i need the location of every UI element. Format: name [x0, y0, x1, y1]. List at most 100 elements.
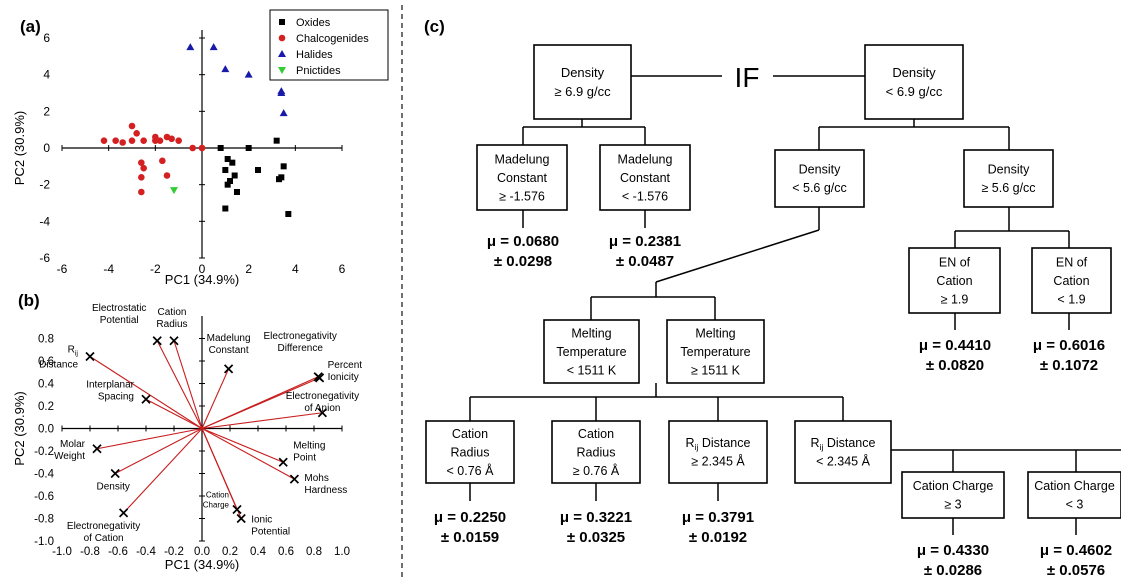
panel-b-label: (b) [18, 291, 40, 310]
loading-label: Electrostatic Potential [92, 303, 146, 326]
loading-vector [173, 340, 203, 429]
node-text: ≥ -1.576 [499, 189, 545, 203]
node-text: Cation [936, 274, 972, 288]
loading-label: Rij Distance [39, 345, 78, 371]
node-box [599, 144, 691, 211]
legend-marker [278, 67, 286, 74]
node-text: Cation Charge [913, 479, 994, 493]
leaf-value: ± 0.0192 [689, 529, 747, 546]
node-text: Constant [620, 171, 671, 185]
loading-vector [156, 340, 203, 429]
pca-score-plot: -6 -4 -2 0 2 4 6 -6 -4 -2 0 2 4 6 PC1 (34.9%) PC2 (30.9… [12, 9, 389, 287]
data-point [224, 181, 231, 188]
node-text: Radius [451, 445, 490, 459]
legend-marker [278, 50, 286, 57]
loading-label: Density [97, 482, 130, 493]
node-box [864, 44, 964, 120]
loading-vector [89, 356, 203, 429]
x-tick-label: -4 [103, 262, 114, 276]
loading-marker [314, 373, 325, 383]
loading-label: Madelung Constant [207, 333, 251, 356]
legend-label: Chalcogenides [296, 33, 369, 45]
leaf-rij-ge: μ = 0.3791 ± 0.0192 [682, 509, 754, 546]
data-point [186, 43, 195, 51]
node-box [901, 471, 1005, 519]
data-point [209, 43, 218, 51]
node-text: < 3 [1066, 498, 1084, 512]
node-text: Cation [452, 427, 488, 441]
y-tick-label: -4 [39, 214, 50, 228]
leaf-value: ± 0.1072 [1040, 357, 1098, 374]
data-point [159, 157, 166, 165]
data-point [138, 188, 145, 196]
y-tick-label: 0.0 [38, 424, 54, 436]
legend-marker [278, 34, 286, 42]
leaf-value: ± 0.0286 [924, 562, 982, 577]
y-tick-label: 4 [43, 68, 50, 82]
leaf-charge-lt: μ = 0.4602 ± 0.0576 [1040, 542, 1112, 577]
loading-label-line: Distance [39, 360, 78, 371]
legend: Oxides Chalcogenides Halides Pnictides [269, 9, 389, 81]
panel-a-label: (a) [20, 17, 41, 36]
node-text: < 0.76 Å [447, 463, 495, 478]
node-text: Temperature [556, 345, 626, 359]
loading-label-line: Difference [277, 343, 323, 354]
x-tick-label: 2 [245, 262, 252, 276]
node-text: Rij Distance [686, 436, 751, 452]
leaf-value: ± 0.0576 [1047, 562, 1105, 577]
loading-label: Cation Radius [156, 307, 187, 330]
data-point [175, 137, 182, 144]
loading-marker [110, 468, 120, 479]
data-point [168, 135, 175, 143]
node-rij-lt: Rij Distance < 2.345 Å [794, 420, 892, 484]
leaf-value: μ = 0.2381 [609, 233, 681, 250]
data-point [231, 172, 238, 179]
node-box [476, 144, 568, 211]
loading-label-line: Spacing [98, 391, 134, 402]
loading-label-line: Mohs [304, 473, 328, 484]
data-point [244, 70, 253, 78]
node-text: Cation [578, 427, 614, 441]
data-point [221, 65, 230, 73]
node-text: Density [799, 163, 841, 177]
node-density-lt-6.9: Density < 6.9 g/cc [864, 44, 964, 120]
loading-label-line: Radius [156, 319, 187, 330]
data-point [140, 164, 147, 172]
loading-label-line: Point [293, 452, 316, 463]
y-tick-label: -0.6 [34, 491, 54, 503]
node-box [794, 420, 892, 484]
node-text-part: Distance [698, 436, 750, 450]
x-tick-label: -6 [57, 262, 68, 276]
leaf-madelung-ge: μ = 0.0680 ± 0.0298 [487, 233, 559, 270]
node-text: ≥ 2.345 Å [691, 454, 745, 469]
data-point [245, 145, 252, 151]
loading-marker [141, 394, 151, 404]
node-text: < 5.6 g/cc [792, 181, 847, 195]
node-text: Radius [577, 445, 616, 459]
loading-marker [92, 444, 102, 454]
leaf-en-lt: μ = 0.6016 ± 0.1072 [1033, 337, 1105, 374]
node-text: Temperature [680, 345, 750, 359]
data-point [285, 211, 292, 217]
loading-label-line: Electronegativity [67, 521, 140, 532]
tree-connector [655, 229, 820, 283]
y-axis-label: PC2 (30.9%) [12, 391, 27, 465]
y-tick-label: -0.4 [34, 469, 54, 481]
loading-label-line: of Anion [304, 403, 340, 414]
node-text: Density [561, 65, 605, 80]
loading-vector [145, 398, 203, 429]
leaf-value: ± 0.0820 [926, 357, 984, 374]
loading-marker [85, 351, 95, 362]
node-text: Melting [695, 326, 735, 340]
node-density-ge-6.9: Density ≥ 6.9 g/cc [533, 44, 632, 120]
node-text: Cation Charge [1034, 479, 1115, 493]
loading-label-line: Electrostatic [92, 303, 146, 314]
node-text: Density [892, 65, 936, 80]
data-point [170, 187, 178, 195]
data-point [278, 174, 285, 181]
loading-label-line: Madelung [207, 333, 251, 344]
loading-label-line: Rij [68, 345, 79, 358]
data-point [217, 145, 224, 151]
x-tick-label: 0.0 [194, 546, 210, 558]
